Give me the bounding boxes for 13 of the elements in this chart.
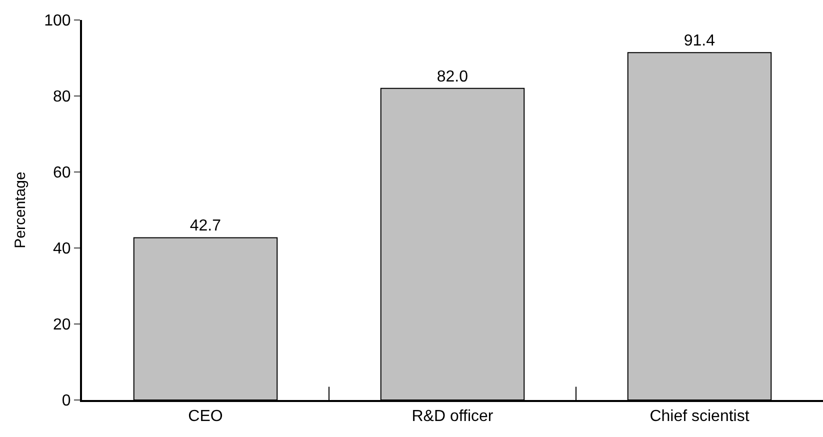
x-tick-label: R&D officer bbox=[412, 408, 494, 426]
x-tick-label: Chief scientist bbox=[650, 408, 750, 426]
x-tick-label: CEO bbox=[188, 408, 223, 426]
data-label: 82.0 bbox=[436, 68, 468, 86]
y-tick-label: 80 bbox=[53, 88, 71, 106]
y-tick-label: 0 bbox=[62, 392, 71, 410]
y-tick-label: 40 bbox=[53, 240, 71, 258]
y-tick-label: 20 bbox=[53, 316, 71, 334]
y-tick-label: 100 bbox=[44, 12, 71, 30]
y-tick-label: 60 bbox=[53, 164, 71, 182]
data-label: 42.7 bbox=[190, 218, 222, 235]
data-label: 91.4 bbox=[684, 32, 716, 50]
y-axis-title: Percentage bbox=[12, 172, 29, 248]
